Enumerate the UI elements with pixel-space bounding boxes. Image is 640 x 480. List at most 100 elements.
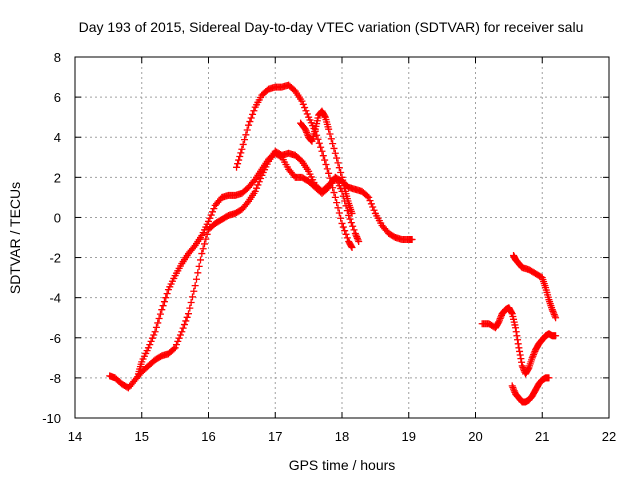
data-point <box>303 110 311 118</box>
data-point <box>199 245 207 253</box>
data-point <box>342 230 350 238</box>
data-point <box>241 136 249 144</box>
data-point <box>545 374 553 382</box>
data-point <box>144 344 152 352</box>
y-tick-label: -10 <box>42 411 61 426</box>
data-point <box>253 184 261 192</box>
data-point <box>548 306 556 314</box>
data-point <box>318 147 326 155</box>
data-point <box>198 250 206 258</box>
data-point <box>147 337 155 345</box>
data-point <box>307 136 315 144</box>
data-point <box>234 160 242 168</box>
data-point <box>517 355 525 363</box>
data-point <box>154 319 162 327</box>
data-point <box>243 126 251 134</box>
data-point <box>303 130 311 138</box>
data-point <box>319 152 327 160</box>
data-point <box>363 192 371 200</box>
data-point <box>155 315 163 323</box>
series-track-1 <box>106 147 416 392</box>
data-point <box>205 217 212 225</box>
data-point <box>335 164 343 172</box>
data-point <box>150 331 158 339</box>
data-point <box>331 193 339 201</box>
data-point <box>302 127 310 135</box>
y-tick-labels: -10 -8 -6 -4 -2 0 2 4 6 8 <box>42 50 61 426</box>
data-point <box>516 347 524 355</box>
data-point <box>299 100 307 108</box>
data-point <box>330 189 338 197</box>
data-point <box>516 351 524 359</box>
data-point <box>352 231 360 239</box>
data-point <box>510 387 518 395</box>
data-point <box>203 230 211 238</box>
y-tick-label: 2 <box>54 170 61 185</box>
y-tick-label: 4 <box>54 130 61 145</box>
data-point <box>183 313 191 321</box>
data-point <box>530 351 538 359</box>
data-point <box>349 222 357 230</box>
data-point <box>408 236 416 244</box>
data-point <box>298 97 306 105</box>
data-point <box>179 324 187 332</box>
data-point <box>301 125 309 133</box>
data-point <box>334 159 342 167</box>
data-point <box>176 331 184 339</box>
data-point <box>242 131 250 139</box>
y-tick-label: -8 <box>49 371 61 386</box>
data-point <box>182 317 190 325</box>
data-point <box>552 314 560 322</box>
data-point <box>497 313 505 321</box>
data-point <box>333 199 341 207</box>
data-point <box>301 104 309 112</box>
data-point <box>190 287 198 295</box>
data-point <box>348 244 356 252</box>
data-point <box>524 365 532 373</box>
data-point <box>353 233 361 241</box>
data-point <box>170 345 178 353</box>
data-point <box>237 149 245 157</box>
data-point <box>512 328 520 336</box>
data-point <box>549 307 557 315</box>
series-track-3 <box>233 81 356 252</box>
data-point <box>367 200 375 208</box>
data-point <box>335 209 343 217</box>
data-point <box>326 174 334 182</box>
plot-frame <box>74 56 610 419</box>
data-point <box>186 304 194 312</box>
chart-title: Day 193 of 2015, Sidereal Day-to-day VTE… <box>79 19 584 35</box>
data-point <box>513 332 521 340</box>
data-point <box>331 149 339 157</box>
data-point <box>202 235 210 243</box>
data-point <box>365 193 373 201</box>
data-point <box>519 363 527 371</box>
data-point <box>347 219 355 227</box>
y-tick-label: -6 <box>49 331 61 346</box>
data-point <box>162 294 170 302</box>
data-point <box>346 215 354 223</box>
data-point <box>334 204 342 212</box>
data-point <box>337 169 345 177</box>
y-axis-label: SDTVAR / TECUs <box>7 182 23 294</box>
data-point <box>315 139 323 147</box>
series-track-4 <box>297 107 356 217</box>
x-tick-label: 20 <box>468 429 482 444</box>
data-point <box>247 114 255 122</box>
data-point <box>550 311 558 319</box>
y-tick-label: 8 <box>54 50 61 65</box>
data-point <box>322 160 330 168</box>
data-point <box>255 178 263 186</box>
data-point <box>303 128 311 136</box>
data-point <box>243 199 251 207</box>
data-point <box>174 337 182 345</box>
x-tick-label: 22 <box>602 429 616 444</box>
data-point <box>325 169 333 177</box>
data-point <box>341 227 349 235</box>
data-point <box>246 118 254 126</box>
series-track-5 <box>478 304 560 378</box>
data-point <box>191 282 199 290</box>
data-point <box>151 328 159 336</box>
data-point <box>321 112 329 120</box>
